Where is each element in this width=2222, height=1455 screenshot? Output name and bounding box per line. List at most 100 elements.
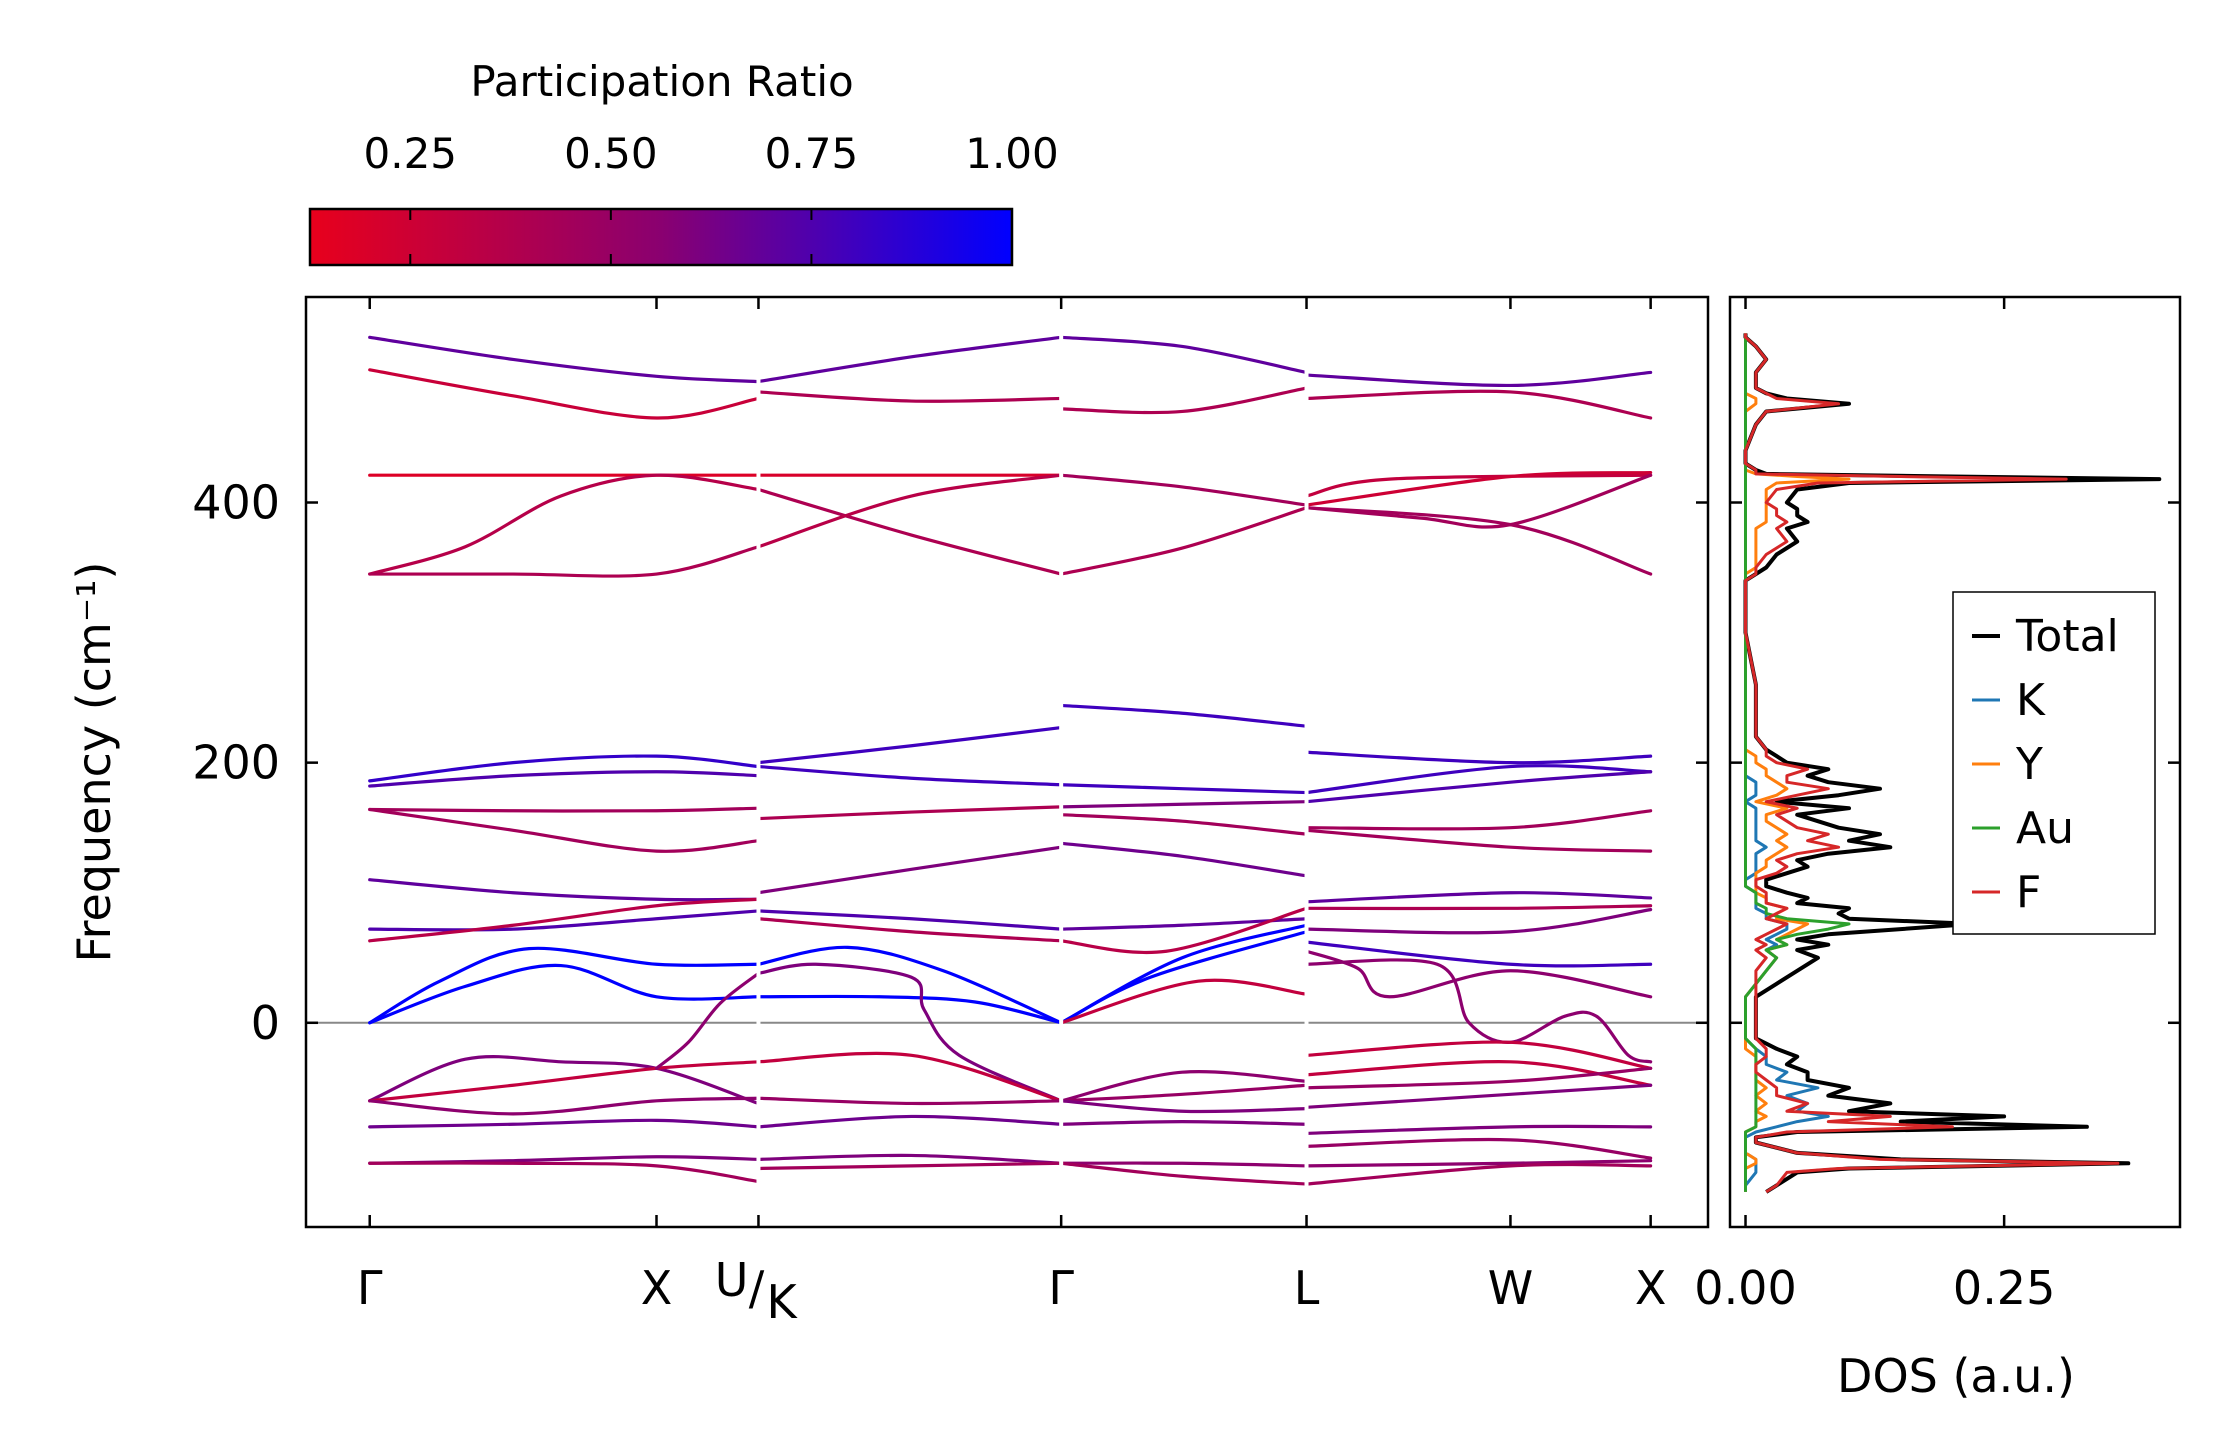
phonon-band-15 <box>368 1060 761 1103</box>
phonon-band-8 <box>368 807 761 853</box>
band-q-ticks: Γ X U / K Γ L W X <box>357 297 1666 1329</box>
phonon-band-29 <box>756 845 1063 895</box>
q-point-label: X <box>641 1261 673 1315</box>
dos-ticks: 0.00 0.25 <box>1694 297 2055 1315</box>
phonon-band-66 <box>1304 750 1653 765</box>
q-point-label: Γ <box>357 1261 383 1315</box>
phonon-band-58 <box>1059 1161 1309 1168</box>
q-point-label-slash: / <box>749 1261 765 1315</box>
legend-items: Total KY Au F <box>1972 611 2119 918</box>
legend-label-k: K <box>2016 675 2046 726</box>
phonon-band-44 <box>1059 703 1309 728</box>
phonon-band-48 <box>1059 841 1309 878</box>
phonon-band-14 <box>368 1055 761 1106</box>
colorbar-tick-label: 0.75 <box>765 129 859 178</box>
phonon-band-42 <box>1059 473 1309 507</box>
phonon-band-27 <box>756 764 1063 787</box>
phonon-band-36 <box>756 1096 1063 1106</box>
phonon-band-28 <box>756 805 1063 821</box>
phonon-band-52 <box>1059 930 1309 1025</box>
dos-curve-au <box>1744 333 1851 1192</box>
legend-label-au: Au <box>2016 803 2074 854</box>
phonon-band-53 <box>1059 978 1309 1025</box>
phonon-band-6 <box>368 770 761 788</box>
phonon-band-19 <box>368 1161 761 1184</box>
colorbar-tick-label: 1.00 <box>965 129 1059 178</box>
phonon-band-31 <box>756 917 1063 943</box>
q-point-label: W <box>1488 1261 1533 1315</box>
phonon-band-78 <box>1304 1060 1653 1087</box>
dos-panel: 0.00 0.25 DOS (a.u.) Total KY Au F <box>1694 295 2182 1403</box>
phonon-band-49 <box>1059 917 1309 931</box>
phonon-band-21 <box>756 335 1063 384</box>
band-y-ticks: 400 200 0 <box>192 476 2180 1050</box>
phonon-band-24 <box>756 487 1063 576</box>
dos-x-tick-label: 0.25 <box>1953 1261 2055 1315</box>
phonon-band-74 <box>1304 940 1653 968</box>
phonon-band-9 <box>368 878 761 902</box>
phonon-band-70 <box>1304 828 1653 853</box>
phonon-band-84 <box>1304 1162 1653 1186</box>
colorbar-tick-label: 0.25 <box>364 129 458 178</box>
band-y-label: Frequency (cm⁻¹) <box>67 562 121 963</box>
q-point-label: X <box>1635 1261 1667 1315</box>
dos-curve-f <box>1744 333 2120 1194</box>
phonon-band-38 <box>756 1153 1063 1165</box>
band-y-tick-label: 400 <box>192 476 280 530</box>
dos-legend: Total KY Au F <box>1952 591 2156 935</box>
phonon-band-79 <box>1304 1066 1653 1090</box>
phonon-band-69 <box>1304 809 1653 831</box>
phonon-band-75 <box>1304 949 1653 999</box>
phonon-band-40 <box>1059 335 1309 375</box>
phonon-band-41 <box>1059 386 1309 415</box>
phonon-band-35 <box>756 1051 1063 1103</box>
q-point-label: L <box>1294 1261 1320 1315</box>
phonon-band-64 <box>1304 473 1653 529</box>
legend-label-y: Y <box>2015 739 2043 790</box>
dos-x-tick-label: 0.00 <box>1694 1261 1796 1315</box>
q-point-label-upper: U <box>715 1253 749 1307</box>
phonon-band-39 <box>756 1161 1063 1171</box>
phonon-band-13 <box>368 963 761 1025</box>
phonon-band-62 <box>1304 473 1653 498</box>
band-y-tick-label: 0 <box>251 996 280 1050</box>
phonon-band-80 <box>1304 1083 1653 1109</box>
phonon-band-65 <box>1304 506 1653 576</box>
q-point-label-lower: K <box>766 1275 798 1329</box>
phonon-band-83 <box>1304 1159 1653 1168</box>
phonon-band-68 <box>1304 770 1653 804</box>
band-y-tick-label: 200 <box>192 736 280 790</box>
phonon-band-34 <box>756 962 1063 1103</box>
phonon-band-54 <box>1059 1070 1309 1103</box>
phonon-band-25 <box>756 473 1063 549</box>
colorbar-title: Participation Ratio <box>470 57 853 106</box>
phonon-band-16 <box>368 1096 761 1116</box>
q-point-label: Γ <box>1048 1261 1074 1315</box>
phonon-band-4 <box>368 545 761 578</box>
phonon-band-5 <box>368 754 761 783</box>
colorbar-gradient <box>308 207 1014 267</box>
dos-axes-frame <box>1728 295 2182 1229</box>
phonon-band-77 <box>1304 1040 1653 1070</box>
phonon-band-7 <box>368 806 761 813</box>
phonon-band-47 <box>1059 813 1309 836</box>
phonon-band-46 <box>1059 800 1309 809</box>
legend-label-f: F <box>2016 867 2041 918</box>
phonon-band-59 <box>1059 1161 1309 1186</box>
phonon-band-82 <box>1304 1137 1653 1160</box>
colorbar-ticks: 0.25 0.50 0.75 1.00 <box>364 129 1059 265</box>
phonon-band-12 <box>368 946 761 1025</box>
phonon-band-20 <box>654 971 761 1070</box>
phonon-band-51 <box>1059 923 1309 1025</box>
phonon-band-17 <box>368 1118 761 1129</box>
colorbar-tick-label: 0.50 <box>564 129 658 178</box>
phonon-band-63 <box>1304 470 1653 507</box>
dos-curves <box>1743 333 2162 1194</box>
phonon-band-73 <box>1304 908 1653 935</box>
phonon-bands <box>368 311 1653 1213</box>
phonon-band-67 <box>1304 764 1653 795</box>
phonon-band-60 <box>1304 370 1653 388</box>
phonon-band-26 <box>756 725 1063 765</box>
phonon-band-3 <box>368 473 761 576</box>
